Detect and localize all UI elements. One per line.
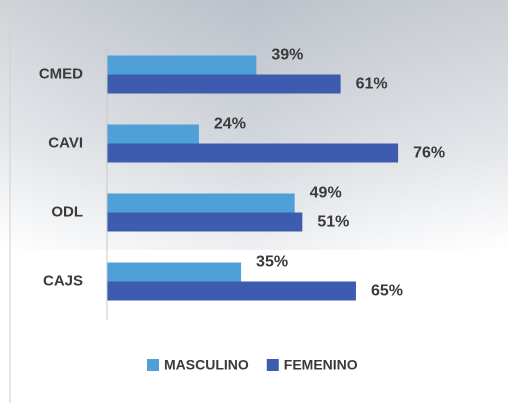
data-label: 61% [356, 76, 388, 93]
bar [107, 144, 398, 163]
data-label: 49% [310, 185, 342, 202]
bar [107, 194, 295, 213]
data-label: 39% [271, 47, 303, 64]
y-tick-label: CMED [39, 65, 83, 82]
legend-label: FEMENINO [284, 357, 358, 373]
y-tick-label: CAJS [43, 272, 83, 289]
bar [107, 282, 356, 301]
legend-label: MASCULINO [164, 357, 249, 373]
data-label: 76% [413, 145, 445, 162]
data-label: 24% [214, 116, 246, 133]
bar [107, 75, 341, 94]
legend-swatch [267, 359, 279, 371]
data-label: 65% [371, 283, 403, 300]
bar [107, 56, 256, 75]
bar [107, 263, 241, 282]
data-label: 35% [256, 254, 288, 271]
y-tick-label: CAVI [48, 134, 83, 151]
y-tick-label: ODL [51, 203, 83, 220]
bar [107, 213, 302, 232]
bar [107, 125, 199, 144]
data-label: 51% [317, 214, 349, 231]
legend-swatch [147, 359, 159, 371]
page: CMED 39% 61% CAVI 24% 76% ODL 49% 51% CAJS 35% 65% M… [0, 0, 508, 403]
chart: CMED 39% 61% CAVI 24% 76% ODL 49% 51% CAJS 35% 65% M… [0, 0, 508, 403]
